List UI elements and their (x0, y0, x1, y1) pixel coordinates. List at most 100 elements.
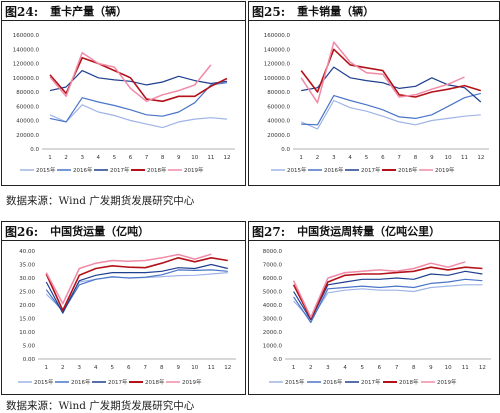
x-tick-label: 9 (430, 155, 434, 161)
legend-label-2015: 2015年 (287, 166, 307, 174)
legend-label-2015: 2015年 (285, 378, 305, 386)
y-tick-label: 140000.0 (13, 47, 40, 53)
source-note: 数据来源：Wind 广发期货发展研究中心 (6, 195, 195, 207)
series-line-2019 (49, 52, 212, 103)
chart-title: 重卡销量（辆） (297, 5, 375, 18)
legend-label-2017: 2017年 (108, 378, 128, 386)
y-tick-label: 2000.0 (263, 330, 283, 336)
legend-label-2016: 2016年 (71, 378, 91, 386)
x-tick-label: 3 (332, 155, 336, 161)
x-tick-label: 1 (45, 365, 49, 371)
chart-title: 重卡产量（辆） (50, 5, 128, 18)
y-tick-label: 4000.0 (263, 303, 283, 309)
x-tick-label: 3 (78, 365, 82, 371)
x-tick-label: 3 (326, 365, 330, 371)
x-tick-label: 11 (462, 365, 469, 371)
chart-heavy-truck-production: 0.0 20000.0 40000.0 60000.0 80000.0 100000.0 1… (13, 33, 235, 174)
y-tick-label: 160000.0 (13, 33, 40, 39)
y-tick-label: 120000.0 (13, 62, 40, 68)
y-tick-label: 120000.0 (264, 62, 291, 68)
panel-title-bar: 图26: 中国货运量（亿吨） (2, 222, 245, 241)
y-tick-label: 35.00 (19, 263, 35, 269)
series-line-2016 (49, 82, 228, 123)
x-tick-label: 2 (309, 365, 313, 371)
series-line-2019 (292, 261, 466, 318)
y-tick-label: 5000.0 (263, 290, 283, 296)
x-tick-label: 5 (113, 155, 117, 161)
legend-label-2015: 2015年 (36, 166, 56, 174)
x-tick-label: 2 (64, 155, 68, 161)
series-line-2016 (293, 278, 483, 324)
series-line-2016 (45, 269, 228, 313)
x-tick-label: 1 (292, 365, 296, 371)
series-line-2015 (293, 284, 483, 321)
x-tick-label: 10 (191, 365, 198, 371)
x-tick-label: 9 (177, 365, 181, 371)
x-tick-label: 3 (80, 155, 84, 161)
series-line-2017 (293, 270, 483, 321)
x-tick-label: 6 (127, 365, 131, 371)
panel-title-bar: 图24: 重卡产量（辆） (2, 2, 245, 21)
x-tick-label: 8 (412, 365, 416, 371)
x-tick-label: 9 (177, 155, 181, 161)
series-line-2015 (49, 104, 228, 129)
y-tick-label: 0.0 (273, 357, 282, 363)
x-tick-label: 7 (397, 155, 401, 161)
legend-label-2018: 2018年 (147, 166, 167, 174)
legend-label-2019: 2019年 (435, 166, 455, 174)
chart-heavy-truck-sales: 0.0 20000.0 40000.0 60000.0 80000.0 100000.0 1… (264, 33, 489, 174)
y-tick-label: 0.0 (281, 147, 290, 153)
legend-label-2017: 2017年 (361, 166, 381, 174)
y-tick-label: 15.00 (19, 317, 35, 323)
x-tick-label: 7 (144, 365, 148, 371)
legend-label-2019: 2019年 (184, 166, 204, 174)
y-tick-label: 10.00 (19, 330, 35, 336)
series-line-2019 (300, 41, 465, 104)
legend-label-2017: 2017年 (110, 166, 130, 174)
y-tick-label: 80000.0 (267, 90, 290, 96)
chart-title: 中国货运量（亿吨） (50, 225, 150, 238)
legend-label-2018: 2018年 (145, 378, 165, 386)
series-line-2018 (292, 266, 483, 320)
x-tick-label: 12 (224, 365, 231, 371)
legend-label-2017: 2017年 (361, 378, 381, 386)
series-line-2018 (49, 57, 228, 103)
y-tick-label: 6000.0 (263, 276, 283, 282)
legend-label-2018: 2018年 (399, 378, 419, 386)
figure-number: 图27: (252, 224, 286, 239)
y-tick-label: 160000.0 (264, 33, 291, 39)
x-tick-label: 8 (414, 155, 418, 161)
y-tick-label: 0.0 (30, 147, 39, 153)
panel-title-bar: 图25: 重卡销量（辆） (249, 2, 499, 21)
figure-number: 图24: (5, 4, 39, 19)
series-line-2016 (301, 92, 481, 126)
x-tick-label: 4 (348, 155, 352, 161)
y-tick-label: 40000.0 (16, 119, 39, 125)
chart-freight-turnover: 0.0 1000.0 2000.0 3000.0 4000.0 5000.0 6000.0 7… (263, 249, 491, 386)
y-tick-label: 20000.0 (16, 133, 39, 139)
series-line-2017 (45, 263, 228, 314)
x-tick-label: 5 (111, 365, 115, 371)
y-tick-label: 3000.0 (263, 317, 283, 323)
x-tick-label: 11 (208, 365, 215, 371)
x-tick-label: 7 (395, 365, 399, 371)
x-tick-label: 10 (191, 155, 198, 161)
legend-label-2018: 2018年 (398, 166, 418, 174)
y-tick-label: 0.00 (23, 357, 36, 363)
x-tick-label: 4 (97, 155, 101, 161)
x-tick-label: 9 (429, 365, 433, 371)
legend-label-2019: 2019年 (437, 378, 457, 386)
x-tick-label: 2 (316, 155, 320, 161)
y-tick-label: 100000.0 (13, 76, 40, 82)
y-tick-label: 8000.0 (263, 249, 283, 255)
chart-freight-volume: 0.00 5.00 10.00 15.00 20.00 25.00 30.00 35.00 40… (18, 249, 236, 386)
x-tick-label: 11 (461, 155, 468, 161)
legend-label-2019: 2019年 (182, 378, 202, 386)
x-tick-label: 8 (161, 155, 165, 161)
chart-title: 中国货运周转量（亿吨公里） (297, 225, 441, 238)
x-tick-label: 1 (48, 155, 52, 161)
panel-fig25: 图25: 重卡销量（辆） 0.0 20000.0 40000.0 60000.0 800… (248, 1, 500, 186)
figure-number: 图25: (252, 4, 286, 19)
x-tick-label: 1 (299, 155, 303, 161)
x-tick-label: 12 (223, 155, 230, 161)
